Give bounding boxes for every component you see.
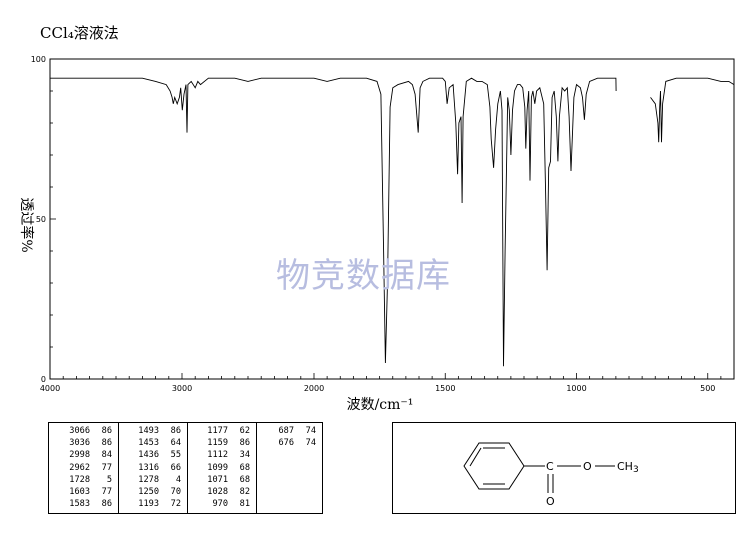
peak-row: 970 81 [188, 498, 256, 510]
peak-transmittance: 68 [239, 462, 250, 473]
peak-wavenumber: 1493 [138, 426, 159, 436]
peak-wavenumber: 1177 [207, 426, 228, 436]
peak-wavenumber: 1028 [207, 487, 228, 498]
peak-wavenumber: 3066 [69, 426, 90, 436]
peak-transmittance: 62 [239, 426, 250, 436]
x-axis-label: 波数/cm⁻¹ [347, 397, 414, 413]
peak-row: 2962 77 [49, 462, 118, 474]
peak-wavenumber: 1099 [207, 462, 228, 473]
x-tick-label: 4000 [40, 384, 60, 393]
structure-panel: C O CH3 O [392, 422, 736, 514]
peak-wavenumber: 1159 [207, 438, 228, 449]
y-tick-label: 100 [31, 55, 46, 64]
page-title: CCl₄溶液法 [40, 24, 119, 42]
peak-wavenumber: 970 [212, 499, 228, 510]
peak-wavenumber: 1436 [138, 450, 159, 461]
peak-row: 1436 55 [119, 449, 187, 461]
plot-frame [49, 58, 735, 380]
peak-row: 1071 68 [188, 474, 256, 486]
peak-wavenumber: 1071 [207, 474, 228, 485]
methyl-label: CH3 [617, 460, 639, 475]
peak-wavenumber: 1603 [69, 487, 90, 498]
watermark-text: 物竞数据库 [276, 256, 451, 296]
tick-labels: 4000 3000 2000 1500 1000 500 0 50 100 [31, 55, 716, 393]
peak-wavenumber: 1278 [138, 474, 159, 485]
peak-transmittance: 74 [305, 438, 316, 449]
ir-spectrum-chart: 4000 3000 2000 1500 1000 500 0 50 100 波数/cm⁻¹ 透过… [18, 55, 735, 413]
peak-row: 1177 62 [188, 425, 256, 437]
spectrum-line [50, 77, 735, 367]
y-axis-label: 透过率% [18, 197, 35, 252]
x-tick-label: 1000 [566, 384, 586, 393]
x-tick-label: 2000 [304, 384, 324, 393]
peak-transmittance: 55 [170, 450, 181, 461]
ester-oxygen-label: O [583, 460, 592, 473]
peak-transmittance: 64 [170, 438, 181, 449]
peak-column: 1177 62 1159 86 1112 34 1099 68 1071 68 1028 82 970 8… [188, 423, 257, 513]
peak-wavenumber: 687 [278, 426, 294, 436]
peak-wavenumber: 2962 [69, 462, 90, 473]
x-tick-label: 3000 [172, 384, 192, 393]
peak-wavenumber: 1316 [138, 462, 159, 473]
peak-row: 676 74 [257, 437, 322, 449]
peak-transmittance: 68 [239, 474, 250, 485]
peak-wavenumber: 1112 [207, 450, 228, 461]
peak-column: 3066 86 3036 86 2998 84 2962 77 1728 5 1603 77 1583 8… [49, 423, 119, 513]
peak-column: 1493 86 1453 64 1436 55 1316 66 1278 4 1250 70 1193 7… [119, 423, 188, 513]
benzene-ring [463, 442, 525, 490]
peak-transmittance: 86 [101, 499, 112, 510]
peak-column: 687 74 676 74 [257, 423, 322, 513]
peak-row: 3066 86 [49, 425, 118, 437]
peak-row: 687 74 [257, 425, 322, 437]
peak-row: 1603 77 [49, 486, 118, 498]
peak-row: 3036 86 [49, 437, 118, 449]
peak-transmittance: 66 [170, 462, 181, 473]
y-tick-label: 0 [41, 375, 46, 384]
peak-row: 1028 82 [188, 486, 256, 498]
peak-table: 3066 86 3036 86 2998 84 2962 77 1728 5 1603 77 1583 8… [48, 422, 323, 514]
peak-transmittance: 4 [175, 474, 181, 485]
peak-transmittance: 86 [101, 438, 112, 449]
peak-transmittance: 82 [239, 487, 250, 498]
peak-row: 1453 64 [119, 437, 187, 449]
peak-transmittance: 84 [101, 450, 112, 461]
peak-transmittance: 77 [101, 487, 112, 498]
peak-wavenumber: 676 [278, 438, 294, 449]
peak-row: 1112 34 [188, 449, 256, 461]
peak-wavenumber: 1583 [69, 499, 90, 510]
peak-transmittance: 86 [239, 438, 250, 449]
peak-wavenumber: 1193 [138, 499, 159, 510]
peak-row: 1728 5 [49, 474, 118, 486]
peak-transmittance: 86 [101, 426, 112, 436]
peak-transmittance: 81 [239, 499, 250, 510]
peak-transmittance: 77 [101, 462, 112, 473]
peak-transmittance: 5 [106, 474, 112, 485]
peak-row: 1278 4 [119, 474, 187, 486]
peak-transmittance: 34 [239, 450, 250, 461]
peak-wavenumber: 1250 [138, 487, 159, 498]
peak-row: 1250 70 [119, 486, 187, 498]
carbonyl-oxygen-label: O [546, 495, 555, 508]
peak-wavenumber: 3036 [69, 438, 90, 449]
peak-row: 1099 68 [188, 462, 256, 474]
peak-transmittance: 74 [305, 426, 316, 436]
peak-transmittance: 70 [170, 487, 181, 498]
peak-row: 1493 86 [119, 425, 187, 437]
peak-row: 1159 86 [188, 437, 256, 449]
peak-transmittance: 86 [170, 426, 181, 436]
peak-wavenumber: 1728 [69, 474, 90, 485]
carbonyl-carbon-label: C [546, 460, 554, 473]
peak-row: 1583 86 [49, 498, 118, 510]
axis-ticks [49, 58, 735, 380]
peak-transmittance: 72 [170, 499, 181, 510]
peak-row: 1316 66 [119, 462, 187, 474]
peak-row: 2998 84 [49, 449, 118, 461]
methyl-benzoate-structure: C O CH3 O [463, 442, 639, 508]
peak-wavenumber: 1453 [138, 438, 159, 449]
peak-row: 1193 72 [119, 498, 187, 510]
peak-wavenumber: 2998 [69, 450, 90, 461]
x-tick-label: 500 [700, 384, 715, 393]
y-tick-label: 50 [36, 215, 46, 224]
x-tick-label: 1500 [435, 384, 455, 393]
